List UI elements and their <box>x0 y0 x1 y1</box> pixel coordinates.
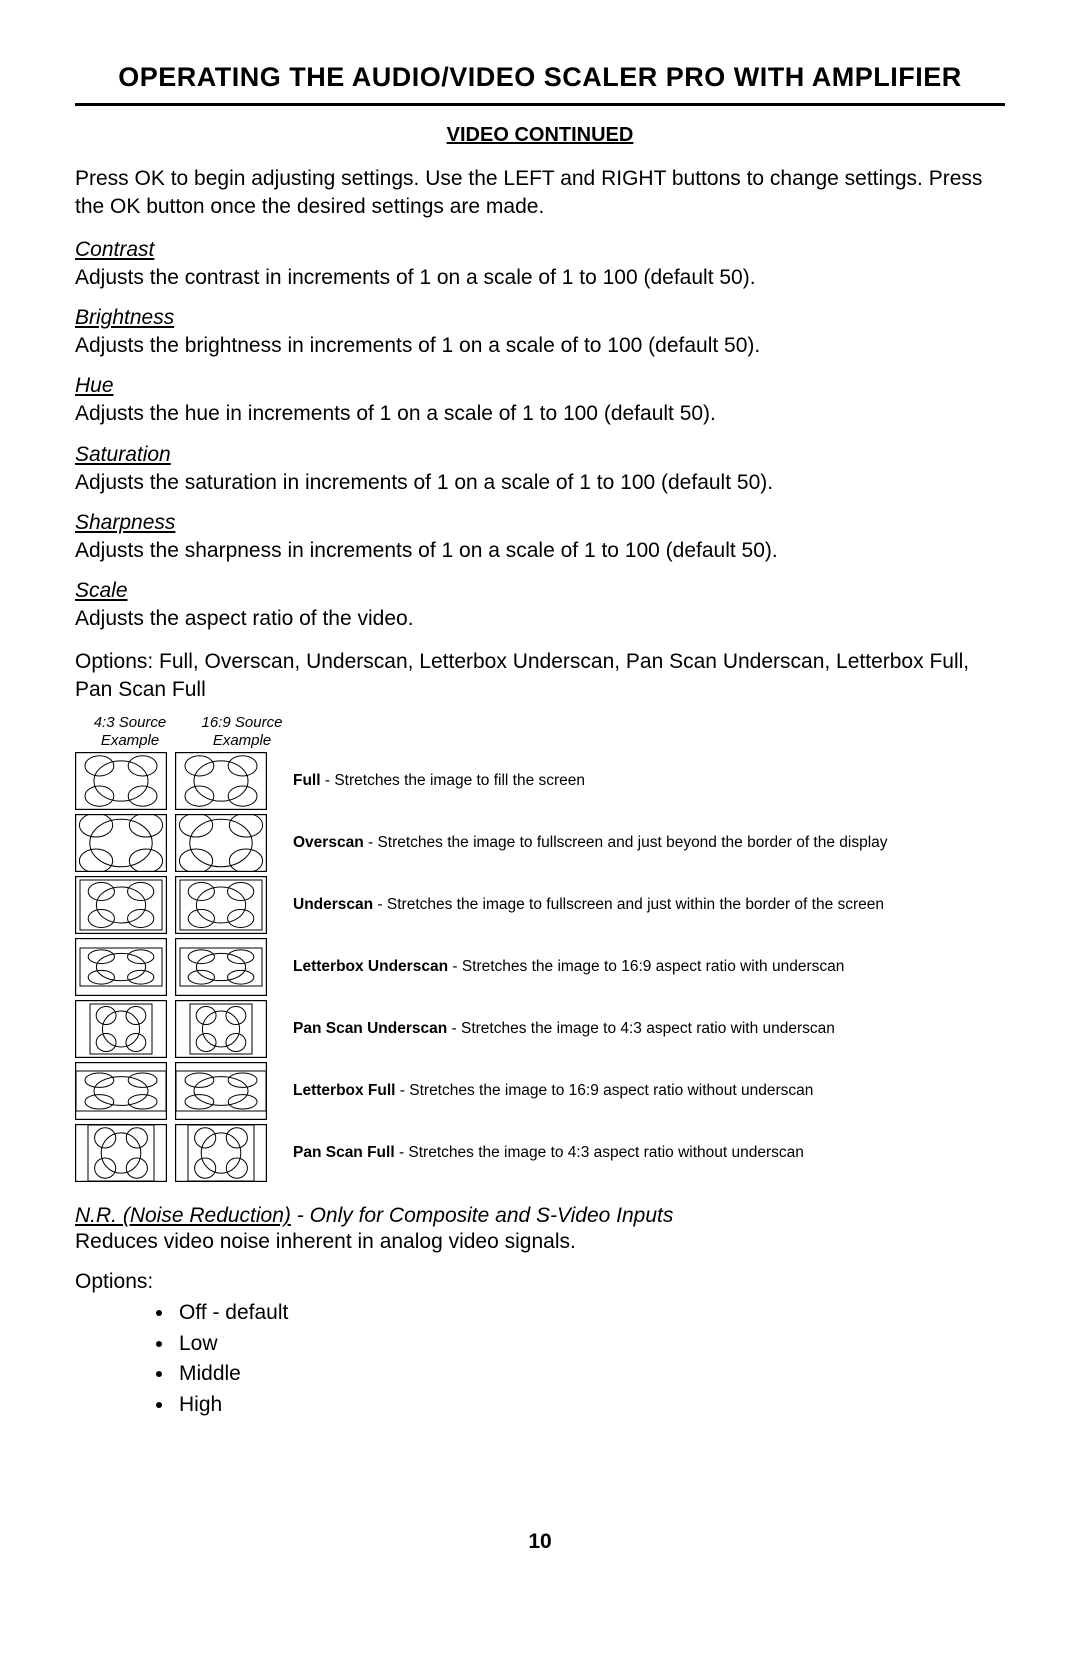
scale-row-desc: Pan Scan Underscan - Stretches the image… <box>275 1020 835 1038</box>
scale-thumb-43 <box>75 752 167 810</box>
setting-label: Contrast <box>75 238 1005 262</box>
scale-thumb-43 <box>75 1062 167 1120</box>
col-label-43: 4:3 Source Example <box>85 714 175 750</box>
scale-thumb-pair <box>75 752 267 810</box>
scale-diagram-table: Full - Stretches the image to fill the s… <box>75 752 1005 1186</box>
setting-desc: Adjusts the sharpness in increments of 1… <box>75 537 1005 565</box>
scale-desc: Adjusts the aspect ratio of the video. <box>75 605 1005 633</box>
scale-thumb-169 <box>175 752 267 810</box>
setting-block: ContrastAdjusts the contrast in incremen… <box>75 238 1005 292</box>
setting-desc: Adjusts the hue in increments of 1 on a … <box>75 400 1005 428</box>
setting-block: HueAdjusts the hue in increments of 1 on… <box>75 374 1005 428</box>
scale-thumb-169 <box>175 876 267 934</box>
setting-label: Sharpness <box>75 511 1005 535</box>
scale-row: Underscan - Stretches the image to fulls… <box>75 876 1005 934</box>
scale-row-desc: Letterbox Underscan - Stretches the imag… <box>275 958 844 976</box>
setting-label: Saturation <box>75 443 1005 467</box>
col-label-169: 16:9 Source Example <box>197 714 287 750</box>
setting-label: Hue <box>75 374 1005 398</box>
scale-thumb-43 <box>75 876 167 934</box>
scale-row-desc: Underscan - Stretches the image to fulls… <box>275 896 884 914</box>
nr-option-item: Low <box>175 1329 1005 1359</box>
page-number: 10 <box>75 1530 1005 1554</box>
setting-desc: Adjusts the saturation in increments of … <box>75 469 1005 497</box>
scale-row: Pan Scan Underscan - Stretches the image… <box>75 1000 1005 1058</box>
scale-row: Letterbox Underscan - Stretches the imag… <box>75 938 1005 996</box>
nr-heading: N.R. (Noise Reduction) - Only for Compos… <box>75 1204 1005 1228</box>
scale-thumb-pair <box>75 1062 267 1120</box>
setting-label: Brightness <box>75 306 1005 330</box>
scale-thumb-169 <box>175 938 267 996</box>
scale-thumb-pair <box>75 876 267 934</box>
scale-label: Scale <box>75 579 1005 603</box>
scale-row-desc: Pan Scan Full - Stretches the image to 4… <box>275 1144 804 1162</box>
scale-thumb-43 <box>75 1000 167 1058</box>
scale-row: Overscan - Stretches the image to fullsc… <box>75 814 1005 872</box>
nr-options-list: Off - defaultLowMiddleHigh <box>75 1298 1005 1420</box>
scale-thumb-pair <box>75 1000 267 1058</box>
scale-thumb-169 <box>175 814 267 872</box>
page-sub-title: VIDEO CONTINUED <box>75 124 1005 147</box>
nr-heading-rest: - Only for Composite and S-Video Inputs <box>291 1204 673 1227</box>
scale-thumb-169 <box>175 1000 267 1058</box>
scale-thumb-43 <box>75 814 167 872</box>
scale-row: Full - Stretches the image to fill the s… <box>75 752 1005 810</box>
scale-thumb-43 <box>75 1124 167 1182</box>
nr-options-label: Options: <box>75 1270 1005 1294</box>
nr-option-item: Middle <box>175 1359 1005 1389</box>
scale-row: Letterbox Full - Stretches the image to … <box>75 1062 1005 1120</box>
intro-paragraph: Press OK to begin adjusting settings. Us… <box>75 165 1005 222</box>
nr-option-item: Off - default <box>175 1298 1005 1328</box>
setting-block: BrightnessAdjusts the brightness in incr… <box>75 306 1005 360</box>
setting-block: SharpnessAdjusts the sharpness in increm… <box>75 511 1005 565</box>
scale-thumb-pair <box>75 814 267 872</box>
nr-heading-underlined: N.R. (Noise Reduction) <box>75 1204 291 1227</box>
scale-row-desc: Overscan - Stretches the image to fullsc… <box>275 834 888 852</box>
scale-row-desc: Full - Stretches the image to fill the s… <box>275 772 585 790</box>
scale-thumb-pair <box>75 1124 267 1182</box>
setting-desc: Adjusts the contrast in increments of 1 … <box>75 264 1005 292</box>
manual-page: OPERATING THE AUDIO/VIDEO SCALER PRO WIT… <box>0 0 1080 1594</box>
scale-options-line: Options: Full, Overscan, Underscan, Lett… <box>75 648 1005 705</box>
setting-block: SaturationAdjusts the saturation in incr… <box>75 443 1005 497</box>
page-main-title: OPERATING THE AUDIO/VIDEO SCALER PRO WIT… <box>75 62 1005 106</box>
scale-thumb-pair <box>75 938 267 996</box>
setting-desc: Adjusts the brightness in increments of … <box>75 332 1005 360</box>
nr-option-item: High <box>175 1390 1005 1420</box>
scale-thumb-43 <box>75 938 167 996</box>
scale-block: Scale Adjusts the aspect ratio of the vi… <box>75 579 1005 633</box>
scale-thumb-169 <box>175 1062 267 1120</box>
scale-thumb-169 <box>175 1124 267 1182</box>
nr-desc: Reduces video noise inherent in analog v… <box>75 1230 1005 1254</box>
settings-list: ContrastAdjusts the contrast in incremen… <box>75 238 1005 566</box>
scale-row-desc: Letterbox Full - Stretches the image to … <box>275 1082 813 1100</box>
scale-column-labels: 4:3 Source Example 16:9 Source Example <box>85 714 1005 750</box>
scale-row: Pan Scan Full - Stretches the image to 4… <box>75 1124 1005 1182</box>
